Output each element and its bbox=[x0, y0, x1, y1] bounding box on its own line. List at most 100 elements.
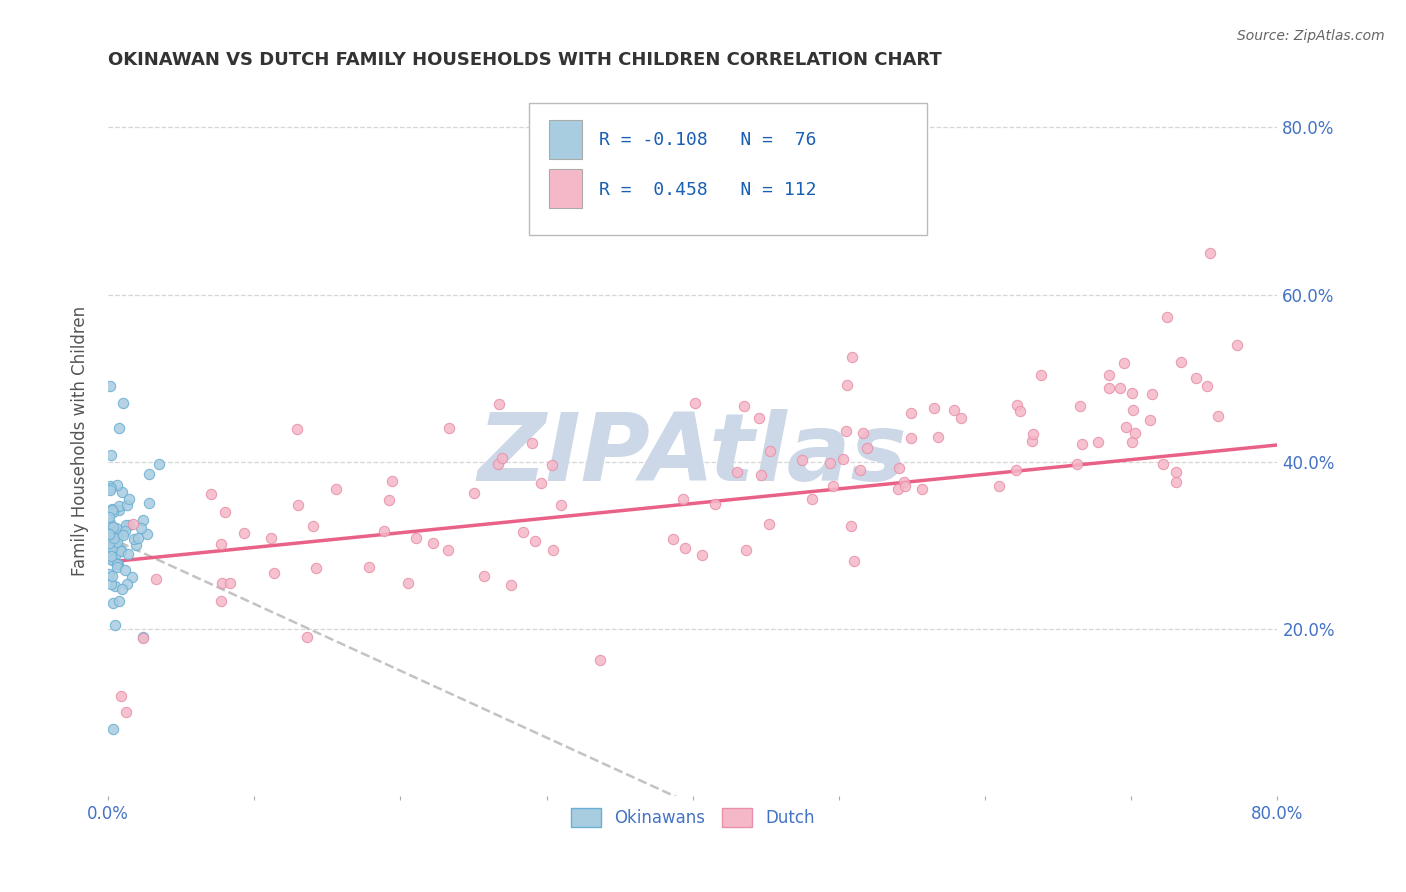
Point bbox=[100, 481, 122, 495]
Point bbox=[117, 491, 139, 506]
Point bbox=[486, 458, 509, 472]
Point bbox=[1112, 355, 1135, 369]
Point bbox=[98, 541, 121, 555]
Point bbox=[488, 397, 510, 411]
Point bbox=[117, 547, 139, 561]
Point bbox=[1098, 368, 1121, 382]
Point bbox=[138, 467, 160, 481]
Point bbox=[110, 544, 132, 558]
Point bbox=[887, 461, 910, 475]
Point bbox=[463, 486, 485, 500]
Point bbox=[263, 566, 285, 580]
Point bbox=[105, 477, 128, 491]
Y-axis label: Family Households with Children: Family Households with Children bbox=[72, 306, 89, 576]
Point bbox=[101, 541, 124, 556]
Point bbox=[1021, 434, 1043, 448]
Point bbox=[1087, 435, 1109, 450]
Point bbox=[100, 577, 122, 591]
Point bbox=[1069, 400, 1091, 414]
Point bbox=[107, 594, 129, 608]
Point bbox=[949, 410, 972, 425]
Point bbox=[97, 548, 120, 562]
Point bbox=[1109, 381, 1132, 395]
Point bbox=[107, 557, 129, 571]
Text: Source: ZipAtlas.com: Source: ZipAtlas.com bbox=[1237, 29, 1385, 43]
Point bbox=[121, 517, 143, 532]
Point bbox=[422, 536, 444, 550]
Point bbox=[911, 483, 934, 497]
Point bbox=[589, 652, 612, 666]
Point bbox=[98, 517, 121, 532]
Point bbox=[1170, 355, 1192, 369]
Point bbox=[831, 452, 853, 467]
Point bbox=[759, 444, 782, 458]
Point bbox=[132, 630, 155, 644]
Point bbox=[1206, 409, 1229, 424]
Point bbox=[97, 566, 120, 581]
Point bbox=[98, 528, 121, 542]
Point bbox=[114, 524, 136, 538]
Point bbox=[943, 402, 966, 417]
Point bbox=[692, 549, 714, 563]
Point bbox=[987, 479, 1010, 493]
Point bbox=[491, 451, 513, 466]
Point bbox=[98, 536, 121, 550]
Point bbox=[97, 530, 120, 544]
Point bbox=[103, 596, 125, 610]
Point bbox=[437, 543, 460, 558]
Point bbox=[132, 632, 155, 646]
Point bbox=[520, 435, 543, 450]
Point bbox=[1166, 475, 1188, 489]
Point bbox=[104, 521, 127, 535]
Point bbox=[103, 531, 125, 545]
Point bbox=[117, 498, 139, 512]
Point bbox=[1125, 425, 1147, 440]
Point bbox=[108, 527, 131, 541]
Point bbox=[287, 498, 309, 512]
Point bbox=[523, 534, 546, 549]
Point bbox=[381, 474, 404, 488]
Point bbox=[107, 502, 129, 516]
Point bbox=[662, 532, 685, 546]
Point bbox=[105, 557, 128, 571]
Point bbox=[97, 510, 120, 524]
Point bbox=[849, 463, 872, 477]
Point bbox=[148, 457, 170, 471]
Point bbox=[683, 395, 706, 409]
Point bbox=[922, 401, 945, 415]
Point bbox=[260, 531, 283, 545]
Point bbox=[325, 482, 347, 496]
Point bbox=[1140, 387, 1163, 401]
Point bbox=[219, 575, 242, 590]
Point bbox=[1070, 436, 1092, 450]
Point bbox=[301, 518, 323, 533]
Point bbox=[927, 430, 949, 444]
Point bbox=[287, 422, 309, 436]
Point bbox=[672, 491, 695, 506]
Point bbox=[1121, 435, 1143, 450]
Point bbox=[112, 527, 135, 541]
Point bbox=[104, 617, 127, 632]
Point bbox=[214, 505, 236, 519]
Point bbox=[437, 421, 460, 435]
Point bbox=[101, 520, 124, 534]
Point bbox=[405, 531, 427, 545]
Point bbox=[98, 483, 121, 497]
Text: OKINAWAN VS DUTCH FAMILY HOUSEHOLDS WITH CHILDREN CORRELATION CHART: OKINAWAN VS DUTCH FAMILY HOUSEHOLDS WITH… bbox=[108, 51, 942, 69]
Point bbox=[839, 519, 862, 533]
Point bbox=[101, 553, 124, 567]
Point bbox=[704, 497, 727, 511]
Point bbox=[378, 492, 401, 507]
Point bbox=[305, 561, 328, 575]
Point bbox=[852, 425, 875, 440]
Point bbox=[100, 516, 122, 531]
Point bbox=[841, 350, 863, 364]
Point bbox=[1164, 465, 1187, 479]
Point bbox=[530, 475, 553, 490]
Point bbox=[136, 526, 159, 541]
Point bbox=[1005, 398, 1028, 412]
Point bbox=[107, 421, 129, 435]
Point bbox=[97, 547, 120, 561]
FancyBboxPatch shape bbox=[548, 169, 582, 209]
Point bbox=[100, 549, 122, 563]
